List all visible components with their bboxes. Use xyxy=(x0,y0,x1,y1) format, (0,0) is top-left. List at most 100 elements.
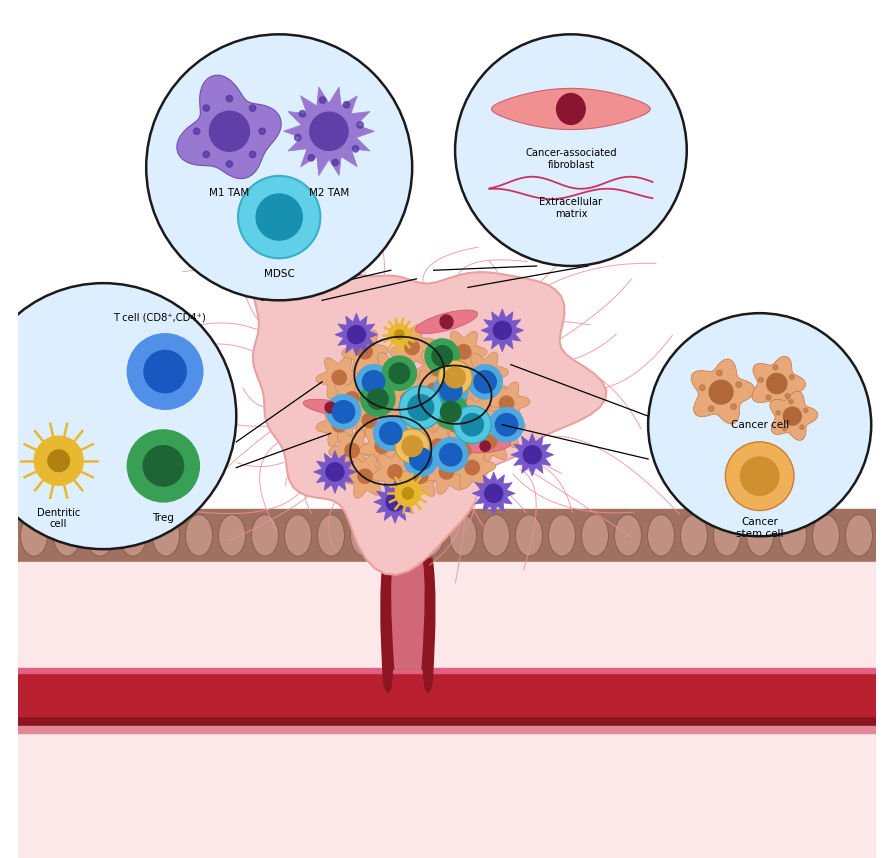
Circle shape xyxy=(478,384,492,397)
PathPatch shape xyxy=(440,429,487,472)
Ellipse shape xyxy=(813,515,839,556)
Circle shape xyxy=(395,480,421,506)
Circle shape xyxy=(332,401,355,423)
Circle shape xyxy=(495,422,509,436)
Circle shape xyxy=(357,122,363,128)
Ellipse shape xyxy=(846,515,872,556)
PathPatch shape xyxy=(359,424,405,468)
Circle shape xyxy=(345,392,359,406)
Ellipse shape xyxy=(480,441,490,451)
PathPatch shape xyxy=(511,433,554,476)
Circle shape xyxy=(499,396,513,410)
Circle shape xyxy=(439,444,462,466)
Text: Cancer-associated
fibroblast: Cancer-associated fibroblast xyxy=(525,148,617,170)
Circle shape xyxy=(146,34,413,300)
Circle shape xyxy=(353,146,359,152)
PathPatch shape xyxy=(415,424,461,468)
Circle shape xyxy=(800,425,804,429)
Ellipse shape xyxy=(747,515,773,556)
PathPatch shape xyxy=(752,356,805,412)
Ellipse shape xyxy=(440,315,453,329)
PathPatch shape xyxy=(330,377,375,421)
Circle shape xyxy=(344,101,350,108)
Circle shape xyxy=(0,283,237,549)
Text: Dentritic
cell: Dentritic cell xyxy=(37,508,80,529)
Circle shape xyxy=(238,176,321,258)
Circle shape xyxy=(438,360,472,395)
Ellipse shape xyxy=(714,515,740,556)
Text: MDSC: MDSC xyxy=(263,269,295,279)
Circle shape xyxy=(401,392,415,406)
Bar xyxy=(18,718,875,725)
Text: M2 TAM: M2 TAM xyxy=(309,188,349,198)
PathPatch shape xyxy=(440,330,488,373)
Ellipse shape xyxy=(614,515,641,556)
Circle shape xyxy=(128,430,199,502)
Circle shape xyxy=(418,409,432,423)
Text: Cancer
stem cell: Cancer stem cell xyxy=(736,517,783,539)
Circle shape xyxy=(299,111,305,117)
Ellipse shape xyxy=(415,310,478,334)
PathPatch shape xyxy=(415,347,461,391)
Circle shape xyxy=(434,395,468,429)
Ellipse shape xyxy=(680,515,707,556)
Circle shape xyxy=(295,135,301,141)
Circle shape xyxy=(386,492,404,511)
PathPatch shape xyxy=(462,352,508,395)
PathPatch shape xyxy=(437,377,482,421)
Ellipse shape xyxy=(325,402,337,413)
Circle shape xyxy=(256,194,302,240)
Circle shape xyxy=(478,366,492,380)
Circle shape xyxy=(395,330,404,339)
Ellipse shape xyxy=(54,515,80,556)
Circle shape xyxy=(128,334,203,409)
Circle shape xyxy=(716,370,722,376)
Circle shape xyxy=(439,465,454,479)
Ellipse shape xyxy=(556,94,585,124)
PathPatch shape xyxy=(313,450,356,493)
Circle shape xyxy=(347,325,365,344)
PathPatch shape xyxy=(367,352,414,395)
Circle shape xyxy=(789,400,793,404)
Circle shape xyxy=(332,371,346,384)
Circle shape xyxy=(410,448,432,470)
Circle shape xyxy=(144,350,187,393)
Circle shape xyxy=(699,385,705,390)
Bar xyxy=(18,562,875,858)
Circle shape xyxy=(804,408,808,413)
Circle shape xyxy=(395,429,430,463)
Circle shape xyxy=(345,444,359,457)
Circle shape xyxy=(34,436,83,486)
Circle shape xyxy=(389,363,410,384)
Circle shape xyxy=(384,366,398,380)
Circle shape xyxy=(408,395,434,420)
Ellipse shape xyxy=(482,515,510,556)
PathPatch shape xyxy=(397,455,444,498)
Circle shape xyxy=(474,371,497,393)
Circle shape xyxy=(399,386,442,429)
Text: Treg: Treg xyxy=(153,513,174,523)
Ellipse shape xyxy=(350,515,378,556)
PathPatch shape xyxy=(431,403,479,446)
PathPatch shape xyxy=(335,313,378,356)
PathPatch shape xyxy=(177,76,281,178)
Text: Extracellular
matrix: Extracellular matrix xyxy=(539,197,603,219)
Circle shape xyxy=(523,446,541,463)
Circle shape xyxy=(648,313,872,536)
PathPatch shape xyxy=(250,246,606,575)
PathPatch shape xyxy=(410,369,457,412)
Circle shape xyxy=(482,435,497,449)
PathPatch shape xyxy=(346,399,393,442)
Circle shape xyxy=(320,97,326,103)
Circle shape xyxy=(489,408,523,442)
PathPatch shape xyxy=(691,359,755,424)
Circle shape xyxy=(249,105,255,112)
Circle shape xyxy=(358,345,372,359)
Circle shape xyxy=(456,345,471,359)
Circle shape xyxy=(740,457,779,495)
Circle shape xyxy=(310,112,348,150)
Ellipse shape xyxy=(460,439,511,453)
Ellipse shape xyxy=(383,515,411,556)
Ellipse shape xyxy=(548,515,575,556)
Circle shape xyxy=(709,380,733,404)
